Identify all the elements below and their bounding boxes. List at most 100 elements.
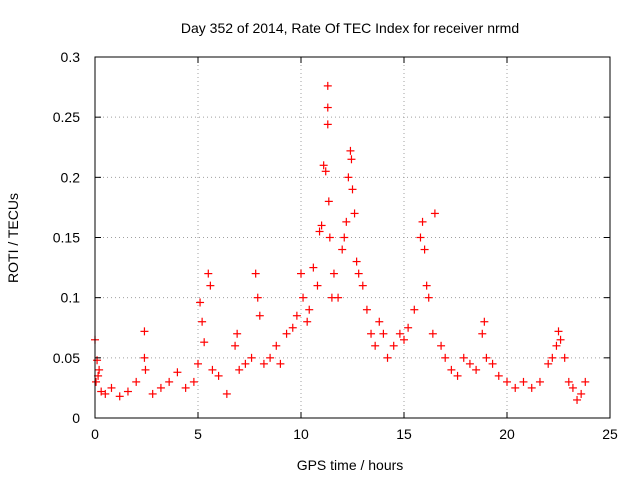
y-tick-label: 0.15: [53, 230, 80, 246]
data-point: [309, 263, 318, 272]
data-point: [410, 305, 419, 314]
data-point: [420, 245, 429, 254]
data-point: [97, 387, 106, 396]
data-point: [453, 371, 462, 380]
data-point: [276, 359, 285, 368]
data-point: [358, 281, 367, 290]
data-point: [259, 359, 268, 368]
data-point: [140, 353, 149, 362]
data-point: [272, 341, 281, 350]
x-tick-label: 5: [194, 426, 202, 442]
x-tick-label: 20: [499, 426, 515, 442]
data-point: [214, 371, 223, 380]
data-point: [535, 377, 544, 386]
data-point: [241, 359, 250, 368]
data-point: [198, 317, 207, 326]
data-point: [156, 383, 165, 392]
data-point: [194, 359, 202, 368]
data-point: [428, 329, 437, 338]
data-point: [488, 359, 497, 368]
data-point: [478, 329, 487, 338]
data-point: [141, 365, 150, 374]
data-point: [204, 269, 213, 278]
y-tick-label: 0.05: [53, 350, 80, 366]
data-point: [340, 233, 349, 242]
data-point: [519, 377, 528, 386]
data-point: [315, 227, 324, 236]
data-point: [231, 341, 240, 350]
data-point: [422, 281, 431, 290]
data-point: [352, 257, 361, 266]
data-point: [338, 245, 347, 254]
data-point: [317, 221, 326, 230]
data-point: [527, 383, 536, 392]
data-point: [348, 185, 357, 194]
data-point: [92, 377, 101, 386]
data-point: [324, 197, 333, 206]
data-point: [556, 335, 565, 344]
data-point: [379, 329, 388, 338]
data-point: [342, 217, 351, 226]
y-tick-label: 0: [72, 410, 80, 426]
x-tick-label: 0: [91, 426, 99, 442]
data-point: [371, 341, 380, 350]
data-point: [115, 392, 124, 401]
data-point: [297, 269, 305, 278]
data-point: [292, 311, 301, 320]
data-point: [346, 146, 355, 155]
y-axis-label: ROTI / TECUs: [5, 193, 21, 283]
data-point: [573, 395, 582, 404]
data-point: [313, 281, 322, 290]
data-point: [544, 359, 553, 368]
data-point: [389, 341, 398, 350]
data-point: [554, 327, 563, 336]
data-point: [95, 365, 104, 374]
x-axis-ticks: 0 5 10 15 20 25: [91, 57, 618, 442]
data-point: [548, 353, 557, 362]
data-point: [222, 389, 231, 398]
data-point: [323, 103, 332, 112]
data-point: [288, 323, 297, 332]
data-point: [564, 377, 573, 386]
data-point: [482, 353, 491, 362]
data-point: [319, 161, 328, 170]
y-tick-label: 0.25: [53, 109, 80, 125]
y-axis-ticks: 0 0.05 0.1 0.15 0.2 0.25 0.3: [53, 49, 610, 426]
data-point: [424, 293, 433, 302]
data-point: [354, 269, 363, 278]
data-point: [196, 298, 205, 307]
data-point: [430, 209, 439, 218]
data-point: [334, 293, 343, 302]
data-point: [173, 368, 182, 377]
data-point: [325, 233, 334, 242]
data-point: [416, 233, 425, 242]
data-point: [560, 353, 569, 362]
data-point: [299, 293, 308, 302]
data-point: [189, 377, 198, 386]
data-point: [577, 389, 586, 398]
data-point: [107, 383, 116, 392]
data-point: [437, 341, 446, 350]
data-point: [404, 323, 413, 332]
data-point: [323, 81, 332, 90]
data-point: [165, 377, 174, 386]
data-point: [400, 335, 408, 344]
grid-lines: [95, 57, 610, 418]
data-point: [395, 329, 404, 338]
data-point: [511, 383, 520, 392]
data-point: [344, 173, 353, 182]
data-point: [465, 359, 474, 368]
data-point: [208, 365, 217, 374]
data-point: [140, 327, 149, 336]
data-point: [181, 383, 190, 392]
x-tick-label: 15: [396, 426, 412, 442]
data-point: [251, 269, 260, 278]
data-point: [581, 377, 590, 386]
y-tick-label: 0.3: [61, 49, 81, 65]
data-point: [472, 365, 481, 374]
data-point: [305, 305, 314, 314]
x-tick-label: 25: [602, 426, 618, 442]
data-point: [494, 371, 503, 380]
